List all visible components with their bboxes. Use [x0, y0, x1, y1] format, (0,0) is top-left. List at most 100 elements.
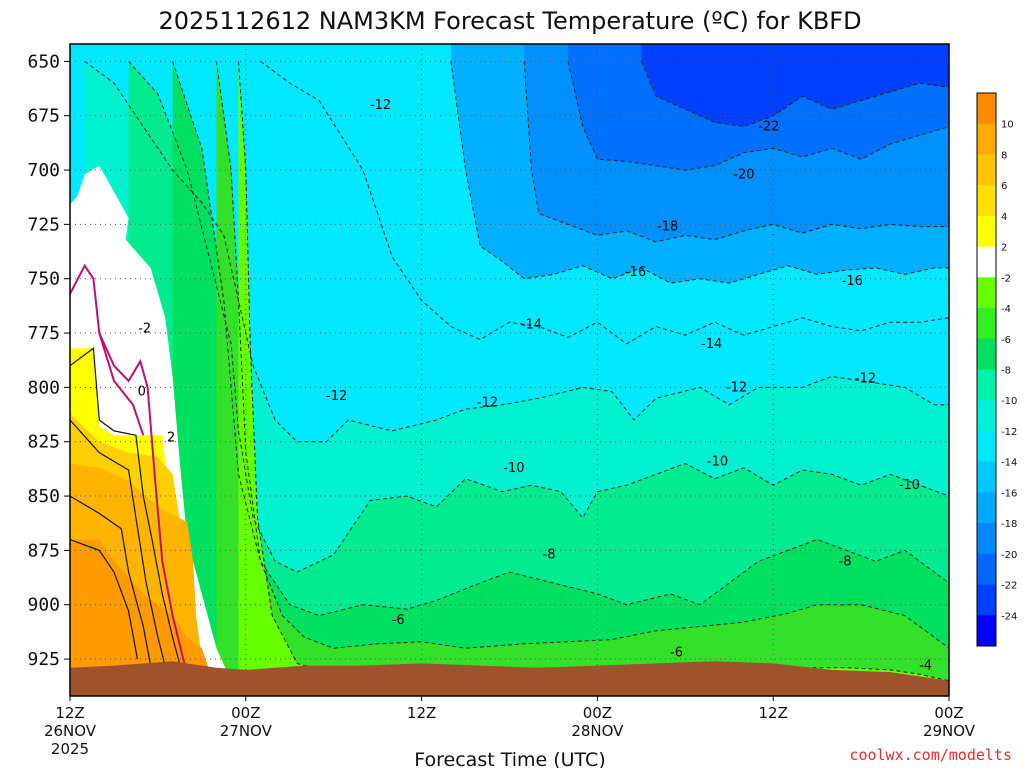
terrain: [70, 661, 949, 696]
fill-zone: [128, 61, 949, 696]
temperature-fill-layers: [70, 44, 949, 696]
colorbar-swatch: [977, 185, 996, 217]
contour-label: -14: [701, 337, 722, 352]
colorbar-tick-label: -4: [1001, 304, 1011, 315]
pressure-axis: 650 675 700 725 750 775 800 825 850 875 900 925: [27, 51, 70, 670]
colorbar-tick-label: 6: [1001, 181, 1007, 192]
colorbar-tick-label: -24: [1001, 611, 1017, 622]
contour-label: -14: [521, 317, 542, 332]
contour-labels: -12-22-20-18-16-16-14-14-12 -12-12-12-10-…: [138, 98, 932, 674]
colorbar-swatch: [977, 523, 996, 555]
x-tick-label: 00Z: [231, 704, 260, 722]
isotherm-minus18: [523, 61, 949, 243]
y-tick-label: 875: [27, 540, 60, 561]
terrain-fill: [70, 661, 949, 696]
solid-isotherms: [70, 263, 186, 673]
contour-label: -12: [477, 396, 498, 411]
x-tick-label: 00Z: [583, 704, 612, 722]
colorbar-swatch: [977, 308, 996, 340]
x-axis-label: Forecast Time (UTC): [414, 749, 605, 768]
contour-label: -20: [733, 167, 754, 182]
colorbar-swatch: [977, 584, 996, 616]
x-tick-label: 29NOV: [923, 722, 976, 740]
colorbar-swatch: [977, 461, 996, 493]
dashed-isotherms: [84, 60, 949, 682]
colorbar-tick-label: 10: [1001, 120, 1014, 131]
colorbar-swatch: [977, 430, 996, 463]
y-tick-label: 925: [27, 649, 60, 670]
colorbar-swatch: [977, 615, 996, 647]
fill-zone: [641, 44, 949, 127]
fill-zone: [70, 539, 210, 675]
y-tick-label: 650: [27, 51, 60, 72]
contour-label: -12: [326, 389, 347, 404]
y-tick-label: 675: [27, 106, 60, 127]
x-tick-label: 12Z: [759, 704, 788, 722]
colorbar-swatch: [977, 369, 996, 401]
colorbar-swatch: [977, 400, 996, 432]
x-tick-label: 00Z: [934, 704, 963, 722]
contour-label: -12: [855, 372, 876, 387]
colorbar-tick-label: -8: [1001, 366, 1011, 377]
isotherm-warm: [70, 419, 168, 673]
y-tick-label: 725: [27, 214, 60, 235]
colorbar-tick-label: -10: [1001, 396, 1017, 407]
contour-label: -10: [503, 461, 524, 476]
isotherm-zero: [70, 263, 186, 664]
y-tick-label: 825: [27, 432, 60, 453]
contour-label: -6: [392, 613, 405, 628]
colorbar-swatch: [977, 246, 996, 278]
isotherm-warm: [70, 347, 182, 671]
plot-frame: [69, 43, 950, 697]
x-tick-label: 26NOV: [44, 722, 97, 740]
contour-label: -4: [919, 659, 932, 674]
contour-label: -12: [370, 98, 391, 113]
contour-label: -8: [543, 548, 556, 563]
colorbar-tick-label: -12: [1001, 427, 1017, 438]
colorbar-tick-label: -2: [1001, 273, 1011, 284]
contour-label: -10: [707, 454, 728, 469]
colorbar-tick-label: -20: [1001, 550, 1017, 561]
colorbar-tick-label: 2: [1001, 243, 1007, 254]
x-tick-label: 28NOV: [571, 722, 624, 740]
contour-label: -22: [758, 120, 779, 135]
isotherm-zero: [98, 332, 145, 436]
contour-label: -2: [138, 322, 151, 337]
chart-title: 2025112612 NAM3KM Forecast Temperature (…: [158, 7, 861, 35]
y-tick-label: 700: [27, 160, 60, 181]
colorbar-swatch: [977, 93, 996, 125]
colorbar-tick-label: -6: [1001, 335, 1011, 346]
x-tick-label: 2025: [51, 740, 89, 758]
y-tick-label: 750: [27, 269, 60, 290]
colorbar-tick-label: -18: [1001, 519, 1017, 530]
colorbar-swatch: [977, 277, 996, 309]
colorbar-tick-label: -22: [1001, 581, 1017, 592]
x-tick-label: 27NOV: [220, 722, 273, 740]
colorbar-tick-label: 8: [1001, 150, 1007, 161]
plot-area: -12-22-20-18-16-16-14-14-12 -12-12-12-10-…: [70, 44, 949, 696]
isotherm-minus4: [238, 61, 949, 682]
isotherm-minus16: [450, 61, 949, 284]
y-tick-label: 850: [27, 486, 60, 507]
fill-zone: [216, 61, 949, 696]
colorbar-tick-label: 4: [1001, 212, 1007, 223]
colorbar-swatch: [977, 338, 996, 370]
colorbar-swatch: [977, 123, 996, 155]
colorbar-swatch: [977, 215, 996, 248]
colorbar-frame: [976, 92, 997, 647]
colorbar-tick-label: -14: [1001, 458, 1017, 469]
x-tick-label: 12Z: [55, 704, 84, 722]
colorbar-swatch: [977, 553, 996, 586]
isotherm-minus14: [260, 60, 949, 345]
contour-label: -16: [625, 265, 646, 280]
contour-label: 2: [167, 430, 175, 445]
colorbar-swatch: [977, 492, 996, 524]
contour-label: -12: [726, 380, 747, 395]
isotherm-minus6: [216, 61, 949, 649]
y-tick-label: 800: [27, 377, 60, 398]
isotherm-minus12: [84, 60, 949, 443]
y-tick-label: 775: [27, 323, 60, 344]
x-tick-label: 12Z: [407, 704, 436, 722]
